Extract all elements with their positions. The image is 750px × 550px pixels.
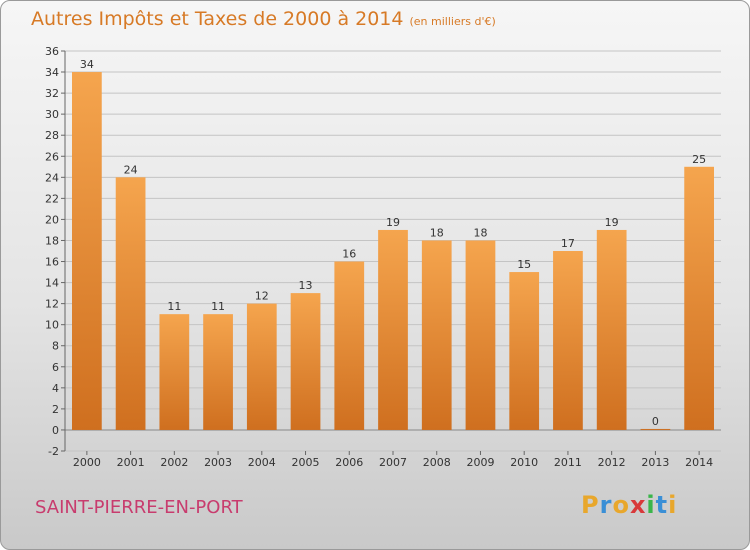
y-tick-label: 0 <box>52 424 59 437</box>
bar-value-label: 18 <box>430 226 444 239</box>
y-tick-label: 34 <box>45 66 59 79</box>
x-tick-label: 2000 <box>73 456 101 469</box>
x-tick-label: 2004 <box>248 456 276 469</box>
bar <box>203 314 233 430</box>
logo-letter: t <box>655 491 669 519</box>
y-tick-label: 18 <box>45 234 59 247</box>
bar-value-label: 13 <box>299 279 313 292</box>
bar <box>290 293 321 430</box>
y-tick-label: 28 <box>45 129 59 142</box>
y-tick-label: 24 <box>45 171 59 184</box>
bar <box>465 240 496 430</box>
bar <box>509 272 540 430</box>
bar <box>684 166 715 430</box>
chart-title: Autres Impôts et Taxes de 2000 à 2014 (en… <box>31 8 496 30</box>
y-tick-label: 32 <box>45 87 59 100</box>
bar-value-label: 24 <box>124 163 138 176</box>
x-axis: 2000 2001 2002 2003 2004 2005 2006 2007 2008 2009… <box>73 451 713 469</box>
logo-letter: i <box>646 491 656 519</box>
bar <box>640 428 671 430</box>
y-tick-label: -2 <box>48 445 59 458</box>
unit-subtitle: (en milliers d'€) <box>409 15 496 28</box>
bar-value-label: 11 <box>211 300 225 313</box>
x-tick-label: 2001 <box>117 456 145 469</box>
logo-letter: x <box>629 491 647 519</box>
y-tick-label: 4 <box>52 382 59 395</box>
bar-value-label: 34 <box>80 58 94 71</box>
x-tick-label: 2002 <box>160 456 188 469</box>
logo-letter: i <box>668 491 678 519</box>
bar <box>115 177 146 430</box>
bar <box>378 229 408 430</box>
bar <box>71 72 102 430</box>
bar-value-label: 19 <box>605 216 619 229</box>
x-tick-label: 2011 <box>554 456 582 469</box>
y-tick-label: 2 <box>52 403 59 416</box>
bar-value-label: 25 <box>692 153 706 166</box>
y-tick-label: 10 <box>45 319 59 332</box>
x-tick-label: 2003 <box>204 456 232 469</box>
x-tick-label: 2010 <box>510 456 538 469</box>
bar-value-label: 16 <box>342 248 356 261</box>
y-tick-label: 22 <box>45 192 59 205</box>
bars: 34 24 11 11 12 13 16 19 18 18 15 17 19 0 25 <box>71 58 715 430</box>
bar <box>246 303 277 430</box>
bar-value-label: 15 <box>517 258 531 271</box>
x-tick-label: 2007 <box>379 456 407 469</box>
bar <box>334 261 365 430</box>
bar-value-label: 17 <box>561 237 575 250</box>
x-tick-label: 2009 <box>466 456 494 469</box>
bar-value-label: 19 <box>386 216 400 229</box>
x-tick-label: 2013 <box>641 456 669 469</box>
y-tick-label: 30 <box>45 108 59 121</box>
y-tick-label: 20 <box>45 213 59 226</box>
bar-value-label: 0 <box>652 415 659 428</box>
bar <box>596 229 627 430</box>
y-tick-label: 36 <box>45 45 59 58</box>
logo-letter: r <box>599 491 613 519</box>
bar <box>553 251 583 430</box>
y-tick-label: 26 <box>45 150 59 163</box>
y-tick-label: 12 <box>45 298 59 311</box>
y-tick-label: 14 <box>45 277 59 290</box>
bar-value-label: 18 <box>473 226 487 239</box>
x-tick-label: 2008 <box>423 456 451 469</box>
x-tick-label: 2014 <box>685 456 713 469</box>
title-text: Autres Impôts et Taxes de 2000 à 2014 <box>31 8 404 30</box>
x-tick-label: 2005 <box>292 456 320 469</box>
y-tick-label: 8 <box>52 340 59 353</box>
bar-value-label: 12 <box>255 290 269 303</box>
logo-letter: o <box>612 491 630 519</box>
bar <box>159 314 190 430</box>
y-tick-label: 16 <box>45 256 59 269</box>
logo-letter: P <box>581 491 600 519</box>
bar <box>421 240 452 430</box>
place-name: SAINT-PIERRE-EN-PORT <box>35 497 243 518</box>
x-tick-label: 2012 <box>598 456 626 469</box>
proxiti-logo: Proxiti <box>581 491 677 519</box>
x-tick-label: 2006 <box>335 456 363 469</box>
bar-value-label: 11 <box>167 300 181 313</box>
y-tick-label: 6 <box>52 361 59 374</box>
